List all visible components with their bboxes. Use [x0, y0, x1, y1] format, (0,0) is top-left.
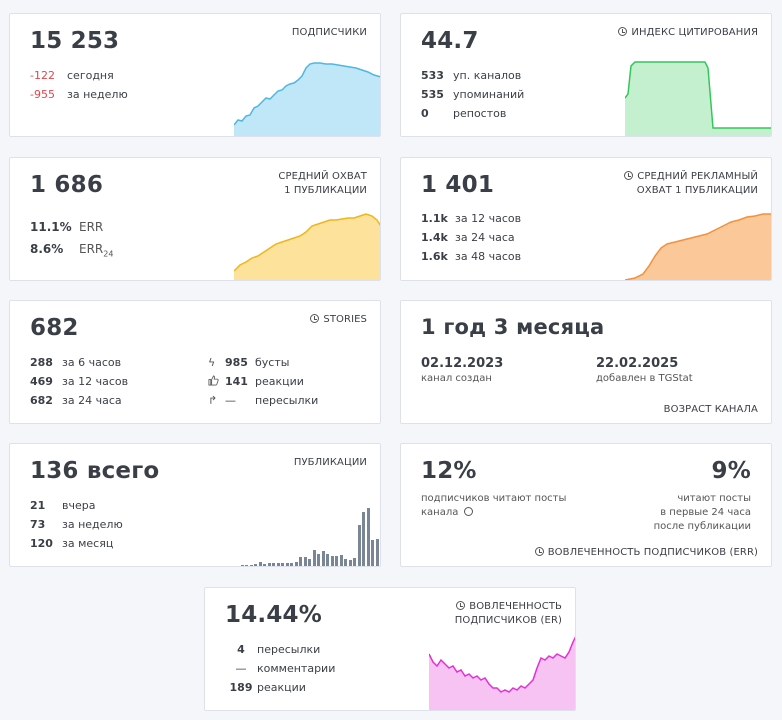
thumbs-up-icon [208, 372, 225, 391]
engagement-err-label: ВОВЛЕЧЕННОСТЬ ПОДПИСЧИКОВ (ERR) [534, 546, 758, 560]
created-date: 02.12.2023 [421, 356, 504, 371]
citation-label: ИНДЕКС ЦИТИРОВАНИЯ [618, 26, 758, 40]
channel-created: 02.12.2023 канал создан [421, 356, 503, 384]
engagement-err-card[interactable]: 12% 9% подписчиков читают посты канала ч… [400, 443, 772, 567]
publications-value: 136 всего [30, 458, 160, 484]
stories-boosts-row: ϟ 985 бусты [208, 353, 289, 372]
channel-added: 22.02.2025 добавлен в TGStat [596, 356, 693, 384]
publications-label: ПУБЛИКАЦИИ [293, 457, 367, 468]
subscribers-today-row: -122 сегодня [30, 69, 114, 82]
info-icon[interactable] [310, 314, 320, 323]
citation-chart [625, 61, 771, 136]
forward-arrow-icon: ↱ [208, 394, 218, 407]
stories-label: STORIES [310, 313, 367, 327]
added-label: добавлен в TGStat [596, 373, 693, 384]
citation-index-value: 44.7 [421, 28, 479, 54]
subscribers-chart [234, 62, 380, 136]
lightning-icon: ϟ [208, 356, 216, 369]
average-reach-label: СРЕДНИЙ ОХВАТ 1 ПУБЛИКАЦИИ [278, 171, 367, 196]
err-left-description: подписчиков читают посты канала [421, 493, 567, 518]
info-icon[interactable] [534, 547, 544, 556]
publications-month-row: 120 за месяц [30, 537, 114, 550]
stories-card[interactable]: 682 STORIES 288 за 6 часов 469 за 12 часов… [9, 300, 381, 424]
channel-age-label: ВОЗРАСТ КАНАЛА [663, 404, 758, 415]
stories-value: 682 [30, 315, 79, 341]
citation-channels-row: 533 уп. каналов [421, 69, 522, 82]
average-reach-card[interactable]: 1 686 СРЕДНИЙ ОХВАТ 1 ПУБЛИКАЦИИ 11.1% ER… [9, 157, 381, 281]
info-icon[interactable] [456, 601, 466, 610]
publications-week-row: 73 за неделю [30, 518, 123, 531]
channel-age-value: 1 год 3 месяца [421, 315, 605, 339]
er-reactions-row: 189 реакции [229, 681, 306, 694]
average-reach-chart [234, 213, 380, 280]
er-chart [429, 636, 575, 710]
info-icon[interactable] [618, 27, 628, 36]
average-reach-value: 1 686 [30, 172, 104, 198]
er-value: 14.44% [225, 602, 322, 628]
subscribers-label: ПОДПИСЧИКИ [291, 27, 367, 38]
ad-reach-value: 1 401 [421, 172, 495, 198]
citation-card[interactable]: 44.7 ИНДЕКС ЦИТИРОВАНИЯ 533 уп. каналов 5… [400, 13, 772, 137]
ad-reach-48h-row: 1.6k за 48 часов [421, 250, 522, 263]
err-subscribers-percent: 12% [421, 458, 477, 484]
publications-bar-chart [241, 508, 379, 566]
added-date: 22.02.2025 [596, 356, 679, 371]
er-forwards-row: 4 пересылки [237, 643, 321, 656]
stories-forwards-row: ↱ — пересылки [208, 391, 318, 410]
subscribers-card[interactable]: 15 253 ПОДПИСЧИКИ -122 сегодня -955 за нед… [9, 13, 381, 137]
citation-reposts-row: 0 репостов [421, 107, 507, 120]
err-first-day-percent: 9% [711, 458, 751, 484]
stories-24h-row: 682 за 24 часа [30, 394, 122, 407]
stories-6h-row: 288 за 6 часов [30, 356, 122, 369]
subscribers-count: 15 253 [30, 28, 120, 54]
stories-12h-row: 469 за 12 часов [30, 375, 129, 388]
citation-mentions-row: 535 упоминаний [421, 88, 525, 101]
engagement-er-label: ВОВЛЕЧЕННОСТЬ ПОДПИСЧИКОВ (ER) [454, 601, 562, 626]
er-comments-row: — комментарии [235, 662, 336, 675]
ad-reach-12h-row: 1.1k за 12 часов [421, 212, 522, 225]
ad-reach-24h-row: 1.4k за 24 часа [421, 231, 515, 244]
info-icon[interactable] [463, 507, 473, 516]
err-right-description: читают посты в первые 24 часа после публ… [653, 493, 751, 532]
err24-row: 8.6% ERR24 [30, 242, 114, 259]
channel-age-card[interactable]: 1 год 3 месяца 02.12.2023 канал создан 2… [400, 300, 772, 424]
info-icon[interactable] [624, 171, 634, 180]
ad-reach-chart [625, 213, 771, 280]
stories-reactions-row: 141 реакции [208, 372, 304, 391]
ad-reach-label: СРЕДНИЙ РЕКЛАМНЫЙ ОХВАТ 1 ПУБЛИКАЦИИ [624, 170, 758, 198]
ad-reach-card[interactable]: 1 401 СРЕДНИЙ РЕКЛАМНЫЙ ОХВАТ 1 ПУБЛИКАЦ… [400, 157, 772, 281]
subscribers-week-row: -955 за неделю [30, 88, 128, 101]
publications-yesterday-row: 21 вчера [30, 499, 96, 512]
err-row: 11.1% ERR [30, 220, 104, 234]
publications-card[interactable]: 136 всего ПУБЛИКАЦИИ 21 вчера 73 за неделю… [9, 443, 381, 567]
created-label: канал создан [421, 373, 492, 384]
